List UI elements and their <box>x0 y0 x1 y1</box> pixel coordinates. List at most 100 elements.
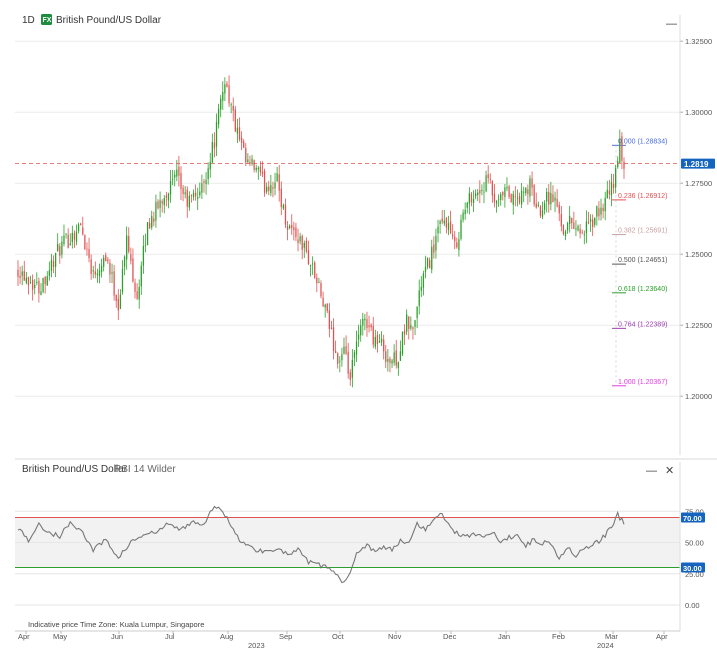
candle-body <box>426 257 429 268</box>
candle <box>608 179 611 200</box>
candle <box>134 278 136 299</box>
candle-body <box>61 241 63 255</box>
candle-body <box>575 228 577 230</box>
minimize-button[interactable]: — <box>666 18 677 30</box>
candle <box>621 132 623 169</box>
candle-body <box>562 225 565 234</box>
candle-body <box>452 234 454 237</box>
candle-body <box>456 242 458 248</box>
candle <box>314 260 316 279</box>
candle-body <box>328 310 331 329</box>
candle-body <box>337 353 339 364</box>
candle-body <box>512 193 514 205</box>
candle-body <box>518 196 521 203</box>
candle <box>65 233 67 239</box>
candle <box>512 190 514 215</box>
candle-body <box>376 335 379 345</box>
candle-body <box>276 173 278 182</box>
candle-body <box>209 161 211 170</box>
candle-body <box>577 225 579 231</box>
candle-body <box>31 279 34 290</box>
current-price-line: 1.2819 <box>15 158 715 169</box>
candle <box>182 184 184 202</box>
candle <box>59 243 61 264</box>
candle <box>171 169 174 186</box>
candle <box>573 211 575 230</box>
rsi-indicator-name[interactable]: RSI 14 Wilder <box>114 464 176 475</box>
price-tick-label: 1.25000 <box>685 250 712 259</box>
candle <box>332 318 335 360</box>
price-tick-label: 1.22500 <box>685 321 712 330</box>
candle <box>345 335 347 356</box>
candle <box>151 210 153 231</box>
candle <box>552 185 554 203</box>
candle <box>337 352 339 369</box>
candle-body <box>188 195 190 208</box>
candle-body <box>489 179 491 181</box>
candle <box>351 349 353 388</box>
candle <box>376 331 379 353</box>
candle-body <box>174 174 176 178</box>
candle-body <box>263 170 266 193</box>
candle <box>370 323 372 331</box>
candle-body <box>266 186 268 192</box>
candle-body <box>284 204 287 225</box>
candle-body <box>406 314 408 332</box>
candle-body <box>132 258 134 282</box>
rsi-close-button[interactable]: ✕ <box>665 465 674 477</box>
fib-level-label: 0.236 (1.26912) <box>618 193 667 200</box>
candle-body <box>291 225 293 229</box>
candle <box>21 265 23 286</box>
candle <box>606 180 608 199</box>
candle <box>119 289 122 310</box>
candle <box>100 258 103 278</box>
candle-body <box>445 218 448 228</box>
candle <box>67 228 69 249</box>
candle <box>454 231 456 250</box>
candle-body <box>299 236 301 242</box>
candle-body <box>322 297 324 307</box>
candle-body <box>197 197 199 199</box>
candle-body <box>92 270 94 272</box>
candle-body <box>566 223 569 231</box>
candle <box>17 260 19 286</box>
candle-body <box>121 269 124 293</box>
candle-body <box>109 262 111 275</box>
candle-body <box>468 193 471 204</box>
candle <box>215 113 218 156</box>
candle-body <box>617 161 619 168</box>
candle <box>167 192 170 209</box>
candle-body <box>539 206 542 216</box>
candle <box>470 192 473 207</box>
candle-body <box>362 318 364 326</box>
timezone-note[interactable]: Time Zone: Kuala Lumpur, Singapore <box>80 620 204 629</box>
timeframe-label[interactable]: 1D <box>22 15 35 26</box>
candle-body <box>213 142 216 149</box>
time-axis[interactable]: Apr May Jun Jul Aug Sep Oct Nov Dec Jan Feb Mar Apr 2… <box>18 631 668 650</box>
candle <box>525 187 527 196</box>
candle <box>487 165 489 184</box>
candle <box>25 272 28 285</box>
candle-body <box>502 191 504 196</box>
candle-body <box>485 175 487 192</box>
candle <box>34 279 36 295</box>
candle <box>144 233 147 253</box>
candle-body <box>182 187 184 195</box>
candle-body <box>395 350 397 366</box>
candle-body <box>569 216 571 225</box>
candle-body <box>149 222 151 228</box>
candle-body <box>119 294 122 309</box>
fib-level-label: 0.618 (1.23640) <box>618 286 667 293</box>
rsi-minimize-button[interactable]: — <box>646 465 657 477</box>
candle <box>46 271 48 286</box>
candle <box>378 334 381 344</box>
candle <box>410 316 412 331</box>
candle-body <box>88 248 90 259</box>
candle <box>92 265 94 279</box>
candle-body <box>134 282 136 292</box>
candle-body <box>103 257 105 267</box>
candle <box>468 187 471 215</box>
candle-body <box>311 263 314 265</box>
candle <box>192 189 195 201</box>
candle <box>577 224 579 232</box>
